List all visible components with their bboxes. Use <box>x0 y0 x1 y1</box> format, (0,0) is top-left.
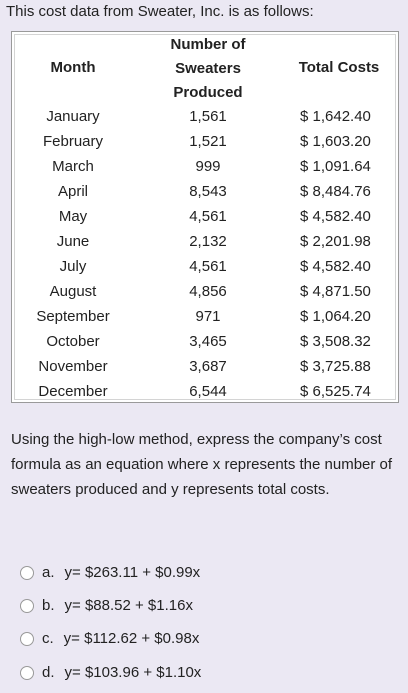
option-text: y= $88.52 + $1.16x <box>64 597 193 614</box>
table-cell: 999 <box>195 158 221 175</box>
table-cell: October <box>46 333 100 350</box>
radio-button[interactable] <box>20 631 34 646</box>
table-cell: January <box>46 108 100 125</box>
table-cell: 1,521 <box>189 133 227 150</box>
option-letter: c. <box>42 630 54 647</box>
option-text: y= $103.96 + $1.10x <box>64 664 202 681</box>
cost-table: Month Number of Sweaters Produced Total Co… <box>11 31 399 403</box>
table-cell: June <box>56 233 90 250</box>
table-cell: November <box>38 358 108 375</box>
table-cell: 8,543 <box>189 183 227 200</box>
table-cell: April <box>57 183 88 200</box>
header-cell: Month <box>50 59 96 76</box>
option[interactable]: a. y= $263.11 + $0.99x <box>20 564 200 581</box>
table-cell: 4,561 <box>189 208 227 225</box>
header-cell: Total Costs <box>298 59 380 76</box>
table-cell: $ 8,484.76 <box>300 183 371 200</box>
table-cell: $ 3,508.32 <box>300 333 371 350</box>
option-text: y= $112.62 + $0.98x <box>63 630 200 647</box>
table-cell: 3,465 <box>189 333 227 350</box>
table-cell: 1,561 <box>189 108 227 125</box>
table-cell: 6,544 <box>189 383 227 400</box>
table-cell: December <box>38 383 108 400</box>
table-border <box>14 34 396 400</box>
table-cell: August <box>49 283 97 300</box>
option-text: y= $263.11 + $0.99x <box>64 564 201 581</box>
option-letter: d. <box>42 664 55 681</box>
radio-button[interactable] <box>20 665 34 680</box>
option-letter: b. <box>42 597 55 614</box>
table-cell: $ 1,064.20 <box>300 308 371 325</box>
table-cell: $ 2,201.98 <box>300 233 371 250</box>
table-cell: 3,687 <box>189 358 227 375</box>
option-letter: a. <box>42 564 55 581</box>
table-cell: March <box>52 158 94 175</box>
radio-button[interactable] <box>20 565 34 580</box>
option[interactable]: d. y= $103.96 + $1.10x <box>20 664 201 681</box>
header-cell: Number of Sweaters Produced <box>170 36 246 101</box>
radio-button[interactable] <box>20 598 34 613</box>
table-cell: July <box>59 258 87 275</box>
table-cell: $ 1,091.64 <box>300 158 371 175</box>
table-cell: 2,132 <box>189 233 227 250</box>
table-cell: 4,856 <box>189 283 227 300</box>
table-cell: $ 1,642.40 <box>300 108 371 125</box>
table-cell: February <box>42 133 104 150</box>
option[interactable]: b. y= $88.52 + $1.16x <box>20 597 193 614</box>
table-cell: September <box>36 308 110 325</box>
question-text: Using the high-low method, express the c… <box>11 431 393 498</box>
table-cell: $ 6,525.74 <box>300 383 371 400</box>
table-cell: May <box>58 208 88 225</box>
table-cell: $ 3,725.88 <box>300 358 371 375</box>
table-cell: 971 <box>195 308 221 325</box>
option[interactable]: c. y= $112.62 + $0.98x <box>20 630 199 647</box>
table-cell: $ 4,582.40 <box>300 208 371 225</box>
table-cell: $ 4,582.40 <box>300 258 371 275</box>
table-cell: $ 4,871.50 <box>300 283 371 300</box>
intro-text: This cost data from Sweater, Inc. is as … <box>6 3 314 20</box>
table-cell: $ 1,603.20 <box>300 133 371 150</box>
table-cell: 4,561 <box>189 258 227 275</box>
